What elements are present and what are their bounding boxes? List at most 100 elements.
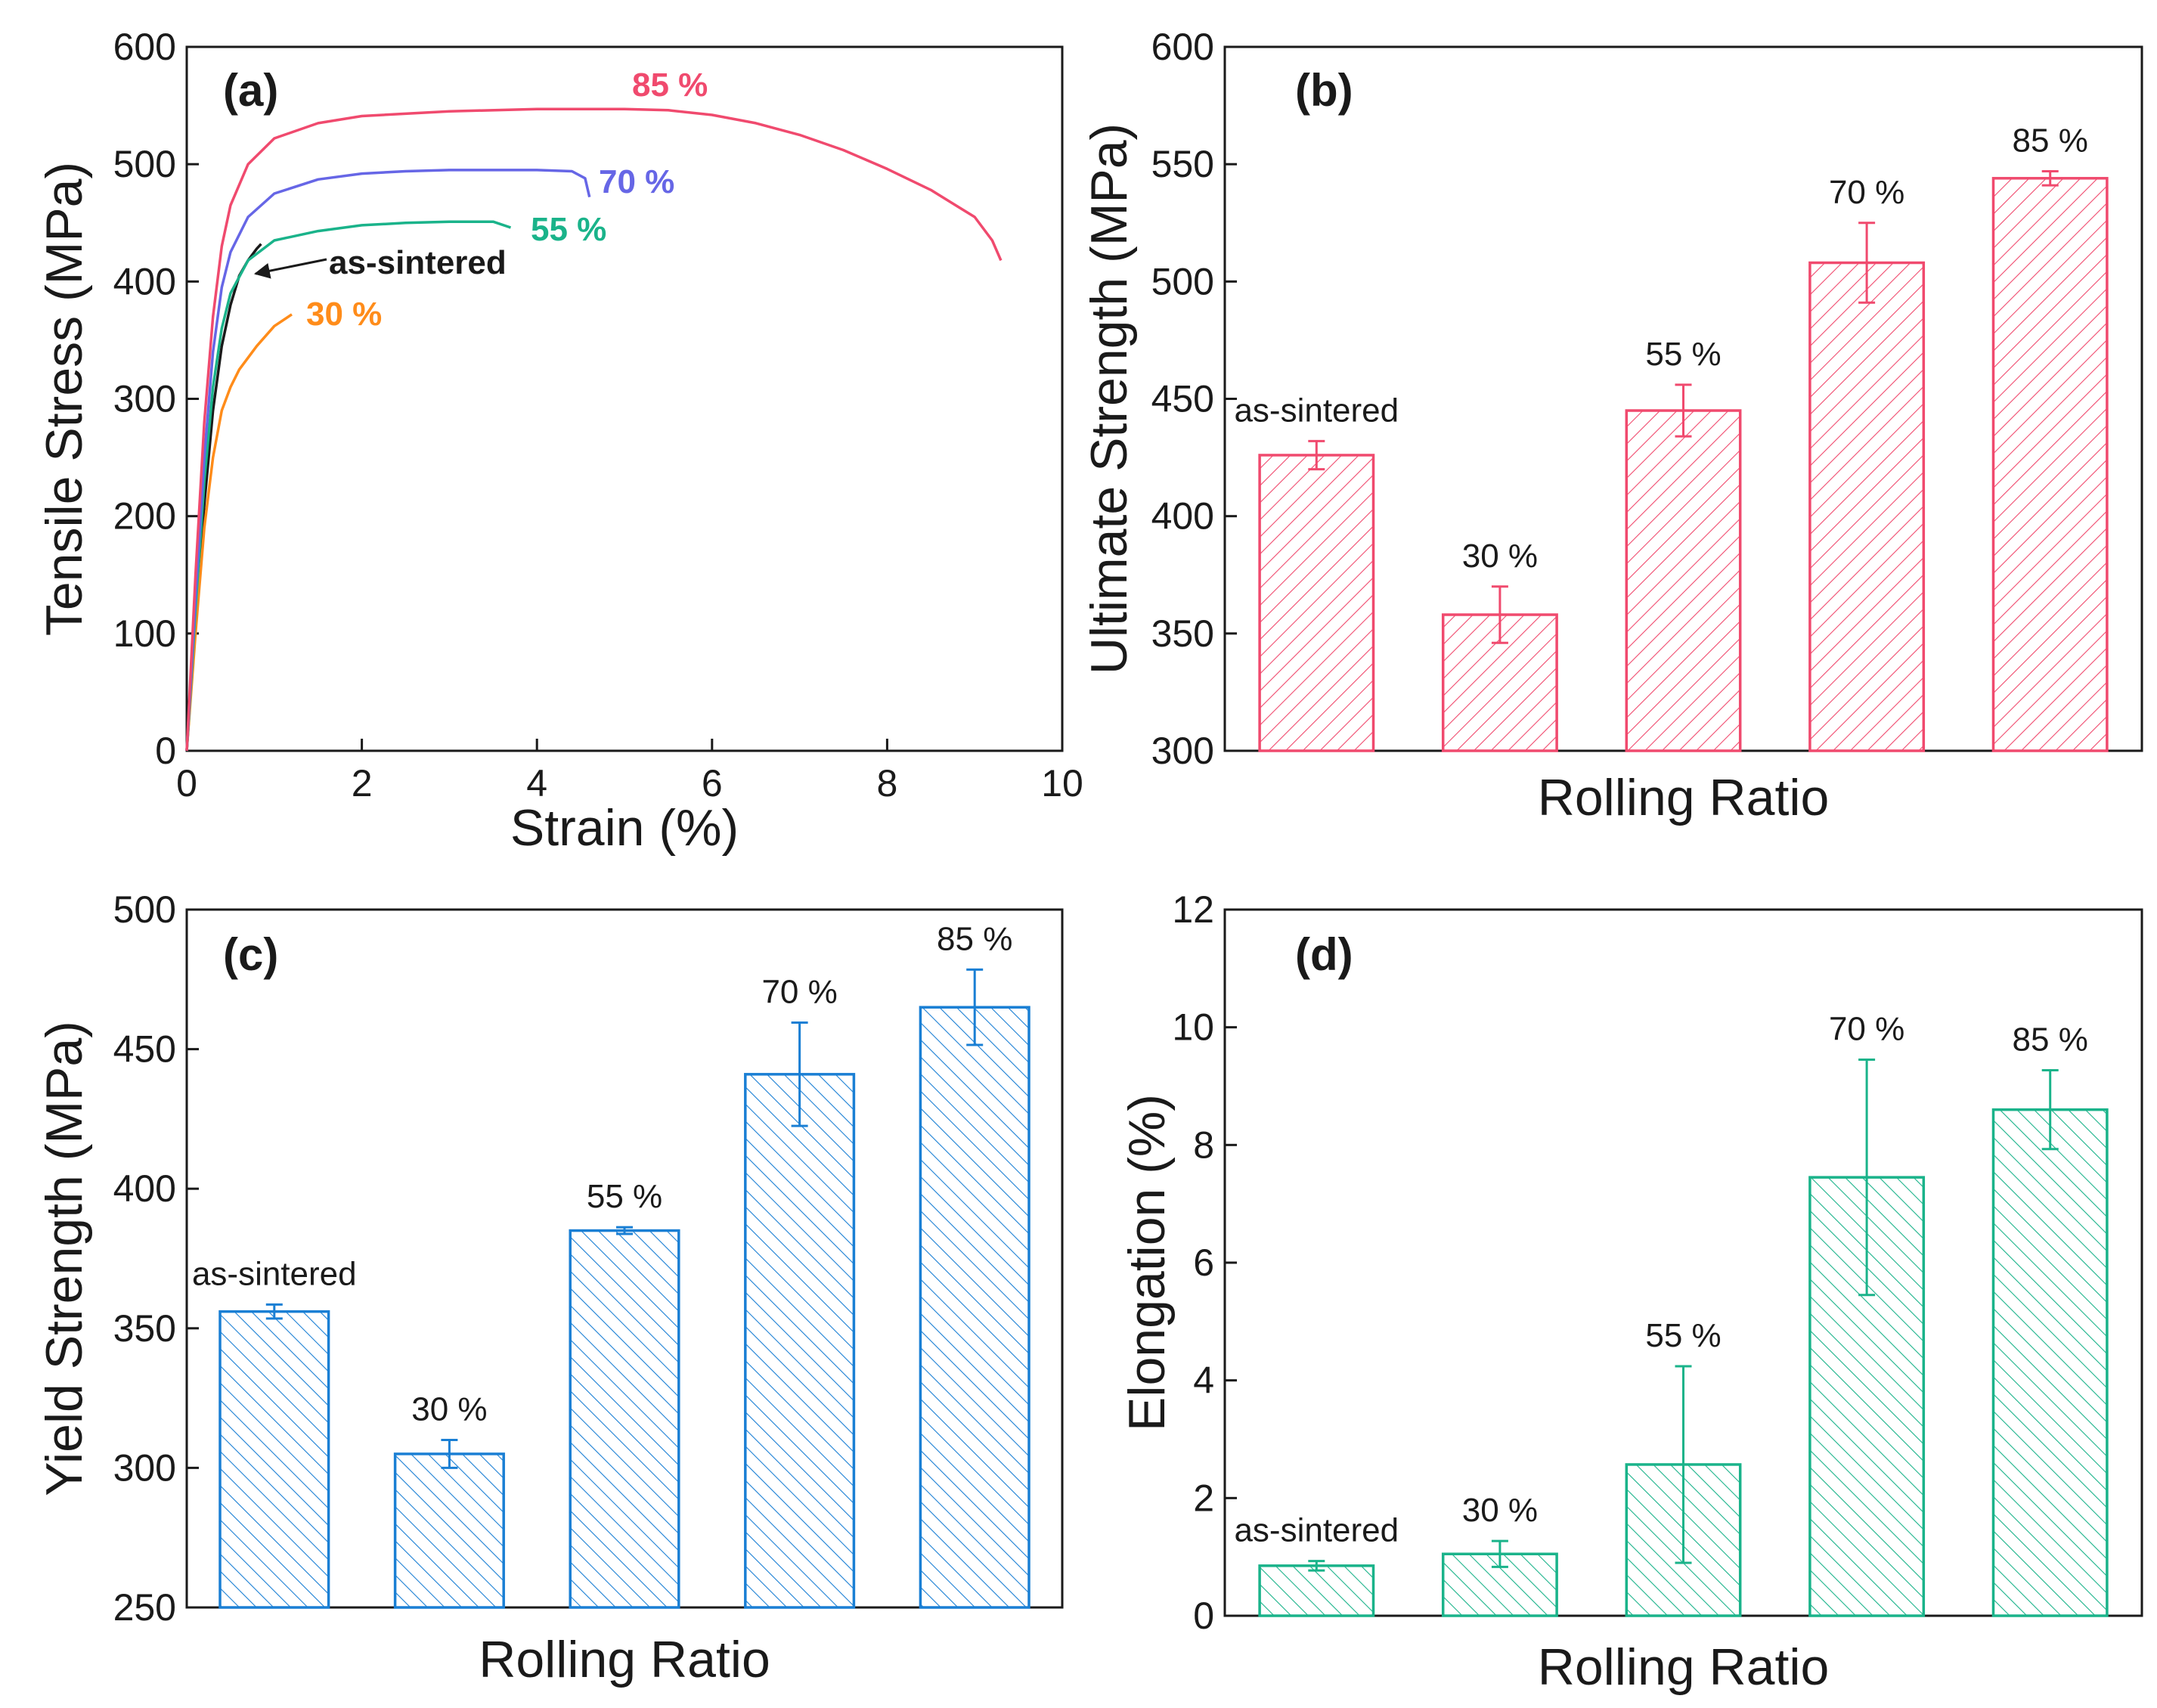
panel-c-yield-strength: 250 300 350 400 450 500 Yield Strength (MPa) Ro…	[36, 888, 1064, 1688]
y-tick-label: 300	[113, 1446, 176, 1489]
bar-label-70: 70 %	[761, 974, 837, 1011]
curve-55	[185, 220, 512, 752]
error-bar-85	[2041, 169, 2059, 187]
y-tick-label: 350	[113, 1307, 176, 1350]
y-tick-label: 550	[1151, 143, 1214, 185]
curve-label-85: 85 %	[632, 67, 708, 104]
y-tick-label: 500	[113, 143, 176, 185]
bar-label-55: 55 %	[1645, 336, 1721, 373]
bar-30	[393, 1452, 505, 1609]
bar-label-as-sintered: as-sintered	[1234, 1512, 1399, 1549]
y-tick-label: 400	[113, 260, 176, 302]
y-tick-label: 450	[1151, 378, 1214, 420]
y-axis-title: Ultimate Strength (MPa)	[1080, 123, 1138, 674]
bar-55	[569, 1229, 680, 1609]
curve-label-70: 70 %	[599, 163, 674, 200]
bar-label-30: 30 %	[1462, 1492, 1538, 1529]
y-tick-label: 450	[113, 1028, 176, 1071]
bar-label-55: 55 %	[1645, 1317, 1721, 1354]
curve-30	[185, 313, 293, 752]
bar-label-70: 70 %	[1829, 1010, 1904, 1047]
error-bar-as-sintered	[1308, 1560, 1325, 1572]
bar-label-30: 30 %	[1462, 538, 1538, 575]
panel-label: (a)	[223, 65, 278, 116]
bar-label-as-sintered: as-sintered	[1234, 392, 1399, 429]
plot-frame	[185, 45, 1064, 752]
x-axis-title: Strain (%)	[510, 799, 739, 857]
bar-label-85: 85 %	[937, 920, 1012, 957]
y-tick-label: 2	[1193, 1477, 1214, 1519]
y-tick-label: 300	[1151, 730, 1214, 772]
panel-d-elongation: 0 2 4 6 8 10 12 Elongation (%) Rolling Ratio (d) a…	[1118, 888, 2143, 1696]
panel-b-ultimate-strength: 300 350 400 450 500 550 600 Ultimate Strength (…	[1080, 26, 2143, 826]
y-axis-title: Yield Strength (MPa)	[36, 1021, 93, 1496]
y-tick-label: 500	[113, 888, 176, 931]
bar-as-sintered	[1258, 1564, 1375, 1617]
bar-label-30: 30 %	[411, 1390, 487, 1427]
y-tick-label: 6	[1193, 1241, 1214, 1284]
panel-label: (b)	[1295, 65, 1353, 116]
y-tick-label: 4	[1193, 1359, 1214, 1402]
error-bar-30	[1491, 1539, 1508, 1568]
x-axis-title: Rolling Ratio	[1538, 1638, 1830, 1696]
error-bar-55	[1675, 383, 1692, 438]
bar-70	[1808, 261, 1926, 752]
y-tick-label: 100	[113, 612, 176, 655]
x-tick-label: 4	[526, 762, 547, 804]
x-tick-label: 0	[176, 762, 197, 804]
y-tick-label: 250	[113, 1586, 176, 1629]
error-bar-85	[2041, 1068, 2059, 1151]
x-tick-label: 6	[702, 762, 723, 804]
bar-85	[1991, 177, 2109, 752]
y-axis-title: Tensile Stress (MPa)	[36, 162, 93, 636]
x-axis-title: Rolling Ratio	[479, 1631, 770, 1688]
error-bar-70	[791, 1021, 808, 1127]
curve-label-55: 55 %	[531, 211, 606, 248]
y-tick-label: 10	[1172, 1006, 1214, 1049]
y-tick-label: 500	[1151, 260, 1214, 302]
curve-label-as-sintered: as-sintered	[329, 244, 507, 281]
y-tick-label: 0	[155, 730, 176, 772]
x-tick-label: 2	[352, 762, 373, 804]
error-bar-30	[1491, 585, 1508, 644]
bar-label-85: 85 %	[2013, 1021, 2088, 1058]
bar-55	[1625, 409, 1742, 752]
y-tick-label: 12	[1172, 888, 1214, 931]
y-tick-label: 400	[113, 1167, 176, 1210]
y-tick-label: 300	[113, 378, 176, 420]
y-tick-label: 8	[1193, 1124, 1214, 1166]
error-bar-70	[1858, 222, 1876, 304]
panel-label: (c)	[223, 929, 278, 980]
error-bar-55	[1675, 1365, 1692, 1564]
x-axis-title: Rolling Ratio	[1538, 769, 1830, 826]
bar-label-55: 55 %	[587, 1178, 662, 1215]
bar-as-sintered	[218, 1310, 330, 1609]
error-bar-30	[441, 1438, 458, 1469]
error-bar-as-sintered	[1308, 439, 1325, 471]
bar-label-85: 85 %	[2013, 122, 2088, 159]
bar-label-as-sintered: as-sintered	[192, 1255, 357, 1292]
error-bar-as-sintered	[265, 1303, 283, 1320]
y-tick-label: 600	[113, 26, 176, 68]
curve-70	[185, 169, 591, 752]
bar-70	[744, 1073, 856, 1609]
y-tick-label: 0	[1193, 1595, 1214, 1637]
y-tick-label: 200	[113, 495, 176, 538]
curve-label-30: 30 %	[306, 296, 382, 333]
y-tick-label: 600	[1151, 26, 1214, 68]
y-tick-label: 350	[1151, 612, 1214, 655]
x-tick-label: 10	[1041, 762, 1083, 804]
y-axis-title: Elongation (%)	[1118, 1094, 1176, 1431]
bar-as-sintered	[1258, 454, 1375, 752]
as-sintered-arrow	[253, 258, 327, 279]
error-bar-70	[1858, 1058, 1876, 1297]
curve-85	[185, 107, 1003, 752]
bar-85	[1991, 1108, 2109, 1617]
error-bar-55	[616, 1226, 633, 1235]
x-tick-label: 8	[876, 762, 897, 804]
bar-85	[919, 1006, 1030, 1609]
panel-label: (d)	[1295, 929, 1353, 980]
error-bar-85	[966, 968, 984, 1046]
